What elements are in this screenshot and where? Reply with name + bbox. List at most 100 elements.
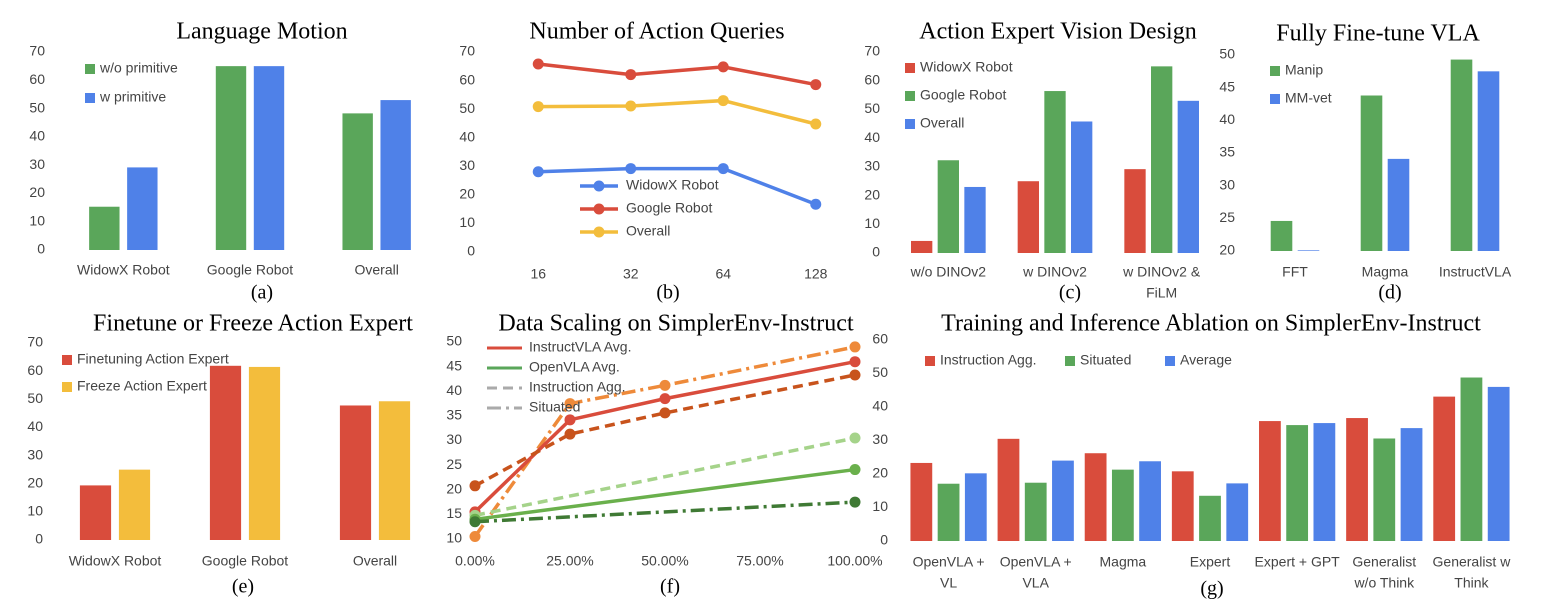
point	[564, 428, 576, 440]
bar	[1071, 121, 1093, 253]
y-tick-label: 25	[1219, 209, 1235, 225]
y-tick-label: 20	[29, 184, 45, 200]
caption: (f)	[660, 576, 680, 598]
x-tick-label: OpenVLA +	[1000, 554, 1072, 570]
line	[473, 359, 856, 514]
y-tick-label: 10	[29, 212, 45, 228]
legend-swatch	[1270, 66, 1280, 76]
bar	[1226, 483, 1249, 541]
bar	[1052, 460, 1074, 541]
point	[625, 100, 637, 112]
bar	[1346, 418, 1368, 541]
y-tick-label: 25	[446, 456, 462, 472]
y-tick-label: 30	[27, 446, 43, 462]
bar	[1297, 250, 1320, 251]
point	[717, 61, 729, 73]
line	[474, 436, 856, 518]
bar	[1171, 471, 1194, 541]
chart-title: Fully Fine-tune VLA	[1276, 21, 1480, 47]
y-tick-label: 40	[446, 382, 462, 398]
x-tick-label: Magma	[1362, 264, 1409, 280]
legend-label: WidowX Robot	[920, 59, 1013, 75]
legend-label: InstructVLA Avg.	[529, 339, 631, 355]
bar	[79, 485, 112, 540]
legend-swatch	[925, 356, 935, 366]
x-tick-label: 16	[530, 266, 546, 282]
y-tick-label: 15	[446, 505, 462, 521]
legend-label: Situated	[1080, 352, 1131, 368]
x-tick-label: Magma	[1100, 554, 1147, 570]
y-tick-label: 40	[1219, 111, 1235, 127]
legend-swatch	[905, 63, 915, 73]
legend-label: WidowX Robot	[626, 177, 719, 193]
legend-swatch	[62, 382, 72, 392]
chart-title: Number of Action Queries	[529, 19, 784, 45]
y-tick-label: 0	[35, 531, 43, 547]
point	[849, 432, 861, 444]
y-tick-label: 10	[864, 215, 880, 231]
legend-label: Average	[1180, 352, 1232, 368]
point	[625, 69, 637, 81]
legend-swatch	[1270, 94, 1280, 104]
line	[538, 98, 817, 126]
y-tick-label: 70	[27, 334, 43, 350]
bar	[1487, 386, 1510, 541]
legend-label: OpenVLA Avg.	[529, 359, 620, 375]
point	[659, 379, 671, 391]
legend-swatch	[85, 93, 95, 103]
bar	[1373, 438, 1396, 541]
bar	[1460, 377, 1483, 541]
chart-title: Training and Inference Ablation on Simpl…	[941, 311, 1481, 337]
x-tick-label: Google Robot	[202, 553, 289, 569]
y-tick-label: 20	[872, 465, 888, 481]
x-tick-label: Think	[1454, 575, 1489, 591]
bar	[1177, 100, 1199, 253]
bar	[1124, 169, 1146, 253]
point	[659, 407, 671, 419]
y-tick-label: 70	[29, 43, 45, 59]
bar	[380, 100, 411, 250]
x-tick-label: 100.00%	[827, 553, 882, 569]
bar	[253, 66, 285, 251]
y-tick-label: 40	[459, 128, 475, 144]
bar	[937, 483, 960, 541]
y-tick-label: 30	[29, 156, 45, 172]
bar	[1450, 59, 1473, 251]
y-tick-label: 45	[446, 357, 462, 373]
point	[532, 101, 544, 113]
bar	[215, 66, 247, 251]
y-tick-label: 35	[1219, 144, 1235, 160]
bar	[127, 167, 158, 250]
y-tick-label: 60	[29, 71, 45, 87]
point	[849, 341, 861, 353]
y-tick-label: 20	[459, 186, 475, 202]
legend-label: MM-vet	[1285, 90, 1332, 106]
bar	[1139, 461, 1161, 541]
bar	[964, 186, 986, 253]
y-tick-label: 35	[446, 407, 462, 423]
bar	[1270, 220, 1293, 251]
x-tick-label: WidowX Robot	[69, 553, 162, 569]
legend-label: w primitive	[99, 89, 166, 105]
bar	[1017, 181, 1039, 253]
x-tick-label: VLA	[1022, 575, 1049, 591]
y-tick-label: 20	[446, 480, 462, 496]
y-tick-label: 60	[27, 362, 43, 378]
caption: (a)	[251, 282, 273, 304]
legend-label: Manip	[1285, 62, 1323, 78]
y-tick-label: 50	[872, 364, 888, 380]
y-tick-label: 50	[459, 100, 475, 116]
legend-label: Google Robot	[626, 200, 713, 216]
y-tick-label: 20	[27, 474, 43, 490]
y-tick-label: 40	[872, 398, 888, 414]
point	[532, 58, 544, 70]
x-tick-label: 75.00%	[736, 553, 783, 569]
y-tick-label: 70	[459, 43, 475, 59]
point	[810, 79, 822, 91]
y-tick-label: 0	[872, 244, 880, 260]
bar	[209, 365, 242, 540]
x-tick-label: Expert	[1190, 554, 1231, 570]
x-tick-label: Generalist w	[1433, 554, 1512, 570]
x-tick-label: 64	[715, 266, 731, 282]
